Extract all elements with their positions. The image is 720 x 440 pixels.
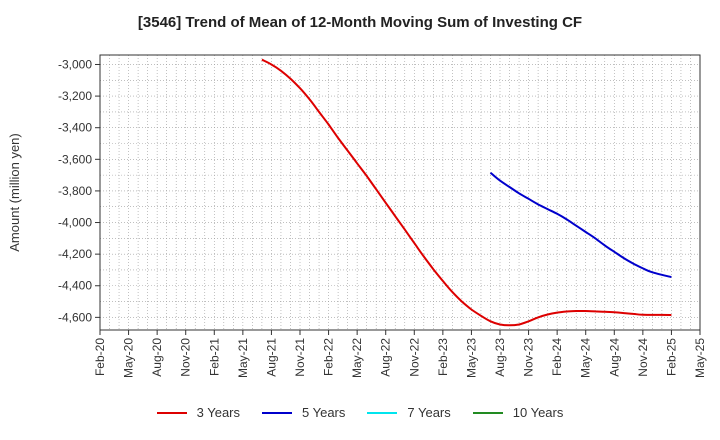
y-tick-label: -3,200	[58, 89, 92, 103]
legend-item-3-years: 3 Years	[156, 405, 240, 420]
x-tick-label: May-21	[236, 338, 250, 378]
x-tick-label: Feb-24	[550, 338, 564, 376]
x-tick-label: Aug-21	[264, 338, 278, 377]
legend-label: 5 Years	[302, 405, 346, 420]
plot-frame	[99, 54, 701, 331]
y-tick-label: -3,400	[58, 121, 92, 135]
y-tick-label: -4,200	[58, 247, 92, 261]
x-tick-label: Feb-23	[436, 338, 450, 376]
x-tick-label: Aug-23	[493, 338, 507, 377]
x-tick-label: Nov-21	[293, 338, 307, 377]
y-tick-label: -3,000	[58, 57, 92, 71]
legend-item-7-years: 7 Years	[367, 405, 451, 420]
x-tick-label: Aug-20	[150, 338, 164, 377]
x-tick-label: Aug-24	[607, 338, 621, 377]
legend-swatch	[262, 411, 292, 414]
legend-swatch	[472, 411, 503, 414]
x-tick-label: Nov-23	[522, 338, 536, 377]
y-tick-label: -4,400	[58, 279, 92, 293]
legend-label: 10 Years	[512, 405, 564, 420]
plot-area	[100, 55, 700, 330]
y-tick-label: -3,600	[58, 152, 92, 166]
x-tick-label: May-22	[350, 338, 364, 378]
x-tick-label: Nov-24	[636, 338, 650, 377]
legend-label: 7 Years	[407, 405, 451, 420]
legend-swatch	[367, 411, 398, 414]
legend-label: 3 Years	[196, 405, 240, 420]
x-tick-label: Feb-20	[93, 338, 107, 376]
legend-item-5-years: 5 Years	[262, 405, 345, 420]
x-tick-label: Aug-22	[379, 338, 393, 377]
y-tick-label: -4,600	[58, 310, 92, 324]
x-tick-label: May-23	[464, 338, 478, 378]
y-tick-label: -4,000	[58, 216, 92, 230]
chart-title: [3546] Trend of Mean of 12-Month Moving …	[137, 14, 583, 31]
x-tick-label: May-24	[579, 338, 593, 378]
x-tick-label: May-25	[693, 338, 707, 378]
legend-item-10-years: 10 Years	[472, 405, 564, 420]
series-line-3-years	[261, 58, 672, 327]
legend-swatch	[156, 411, 187, 414]
y-axis-label: Amount (million yen)	[7, 133, 22, 252]
x-tick-label: Nov-20	[179, 338, 193, 377]
x-tick-label: Feb-22	[322, 338, 336, 376]
x-tick-label: May-20	[122, 338, 136, 378]
chart-legend: 3 Years 5 Years 7 Years 10 Years	[0, 405, 720, 420]
y-tick-label: -3,800	[58, 184, 92, 198]
x-tick-label: Feb-21	[207, 338, 221, 376]
x-tick-label: Nov-22	[407, 338, 421, 377]
series-line-5-years	[489, 171, 672, 279]
x-tick-label: Feb-25	[664, 338, 678, 376]
